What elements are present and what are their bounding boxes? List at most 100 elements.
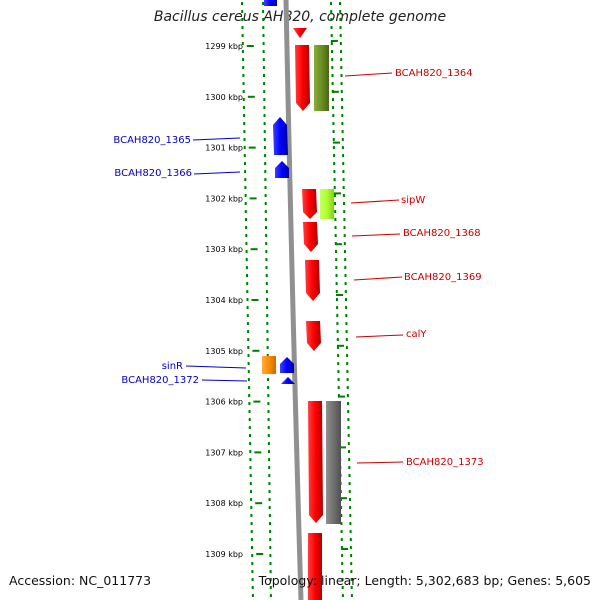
label-BCAH820_1373[interactable]: BCAH820_1373 [406, 457, 484, 468]
guide-dot [264, 218, 267, 221]
gene-BCAH820_1372[interactable] [281, 377, 295, 384]
label-sinR[interactable]: sinR [162, 361, 183, 372]
guide-dot [242, 74, 245, 77]
feature-orange-sinR[interactable] [262, 356, 276, 374]
gene-BCAH820_1368[interactable] [303, 222, 318, 252]
gene-calY[interactable] [306, 321, 321, 351]
guide-dot [349, 498, 351, 501]
guide-dot [340, 50, 342, 53]
partial-feature-red-bottom[interactable] [308, 533, 322, 600]
guide-dot [345, 346, 348, 349]
feature-lime-sipW[interactable] [320, 189, 334, 219]
guide-dot [269, 522, 271, 525]
label-calY[interactable]: calY [406, 329, 427, 340]
guide-dot [264, 194, 267, 197]
guide-dot [348, 466, 351, 469]
guide-dot [330, 34, 333, 37]
guide-dot [267, 434, 270, 437]
guide-dot [269, 570, 272, 573]
guide-dot [347, 410, 350, 413]
guide-dot [242, 66, 245, 69]
guide-dot [336, 338, 339, 341]
guide-dot [348, 450, 350, 453]
guide-dot [264, 170, 267, 173]
guide-dot [269, 594, 272, 597]
leader-BCAH820_1366 [193, 171, 241, 175]
guide-dot [337, 354, 340, 357]
gene-BCAH820_1364[interactable] [295, 45, 310, 111]
guide-dot [337, 362, 340, 365]
guide-dot [249, 434, 251, 437]
scale-major-tick [334, 192, 341, 195]
guide-dot [336, 314, 339, 317]
guide-dot [246, 306, 249, 309]
guide-dot [268, 458, 271, 461]
guide-dot [336, 330, 339, 333]
feature-gray-1373[interactable] [326, 401, 341, 524]
scale-tick-label: 1308 kbp [205, 499, 243, 508]
guide-dot [339, 2, 341, 5]
leader-BCAH820_1368 [351, 233, 401, 237]
label-sipW[interactable]: sipW [401, 195, 425, 206]
gene-features [262, 0, 341, 600]
guide-dot [340, 74, 343, 77]
scale-major-tick [337, 344, 344, 347]
guide-dot [263, 98, 266, 101]
leader-sinR [185, 365, 247, 369]
leader-sipW [350, 199, 400, 204]
chromosome-axis [283, 0, 304, 600]
gene-BCAH820_1373[interactable] [308, 401, 323, 523]
label-BCAH820_1366[interactable]: BCAH820_1366 [114, 168, 192, 179]
guide-dot [343, 242, 346, 245]
guide-dot [265, 282, 268, 285]
gene-BCAH820_1369[interactable] [305, 260, 320, 301]
gene-BCAH820_1366[interactable] [275, 161, 289, 178]
guide-dot [262, 58, 265, 61]
guide-dot [346, 370, 349, 373]
gene-sinR[interactable] [280, 357, 294, 373]
guide-dot [349, 530, 352, 533]
scale-major-tick [252, 349, 260, 352]
guide-dot [347, 442, 350, 445]
label-BCAH820_1372[interactable]: BCAH820_1372 [121, 375, 199, 386]
partial-feature-blue-top[interactable] [264, 0, 277, 6]
scale-major-tick [254, 451, 262, 454]
guide-dot [264, 210, 267, 213]
guide-dot [250, 490, 252, 493]
label-BCAH820_1365[interactable]: BCAH820_1365 [113, 135, 191, 146]
guide-dot [267, 418, 270, 421]
guide-dot [333, 186, 336, 189]
guide-dot [268, 514, 271, 517]
guide-dot [250, 538, 253, 541]
guide-dot [337, 378, 340, 381]
guide-dot [250, 522, 253, 525]
label-BCAH820_1364[interactable]: BCAH820_1364 [395, 68, 473, 79]
guide-dot [342, 194, 345, 197]
partial-feature-red-top[interactable] [293, 28, 307, 38]
guide-dot [341, 114, 344, 117]
scale-tick-label: 1302 kbp [205, 194, 243, 203]
gene-sipW[interactable] [302, 189, 317, 219]
leader-BCAH820_1369 [353, 276, 403, 281]
guide-dot [263, 114, 266, 117]
guide-dot [335, 250, 337, 253]
label-BCAH820_1369[interactable]: BCAH820_1369 [404, 272, 482, 283]
gene-BCAH820_1365[interactable] [273, 117, 288, 155]
map-title: Bacillus cereus AH820, complete genome [153, 9, 447, 25]
guide-dot [265, 234, 268, 237]
guide-dot [341, 106, 344, 109]
guide-dot [335, 274, 338, 277]
guide-dot [263, 138, 266, 141]
guide-dot [243, 114, 246, 117]
guide-dot [247, 362, 250, 365]
guide-dot [245, 242, 248, 245]
guide-dot [265, 290, 268, 293]
guide-dot [265, 258, 268, 261]
guide-dot [262, 42, 265, 45]
guide-dot [268, 474, 271, 477]
label-BCAH820_1368[interactable]: BCAH820_1368 [403, 228, 481, 239]
feature-olive-1364[interactable] [314, 45, 329, 111]
scale-ticks: 1299 kbp 1300 kbp 1301 kbp 1302 kbp 1303 kbp… [205, 40, 349, 559]
guide-dot [341, 562, 344, 565]
guide-dot [330, 2, 332, 5]
